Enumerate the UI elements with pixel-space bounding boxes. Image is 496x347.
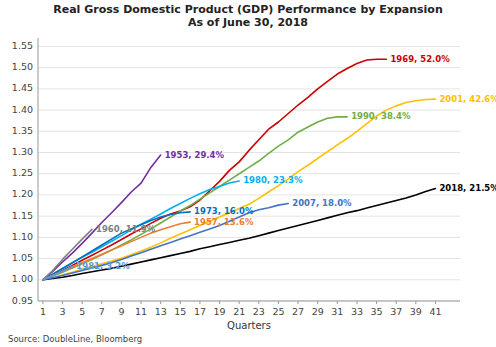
y-tick-label: 0.95: [12, 295, 33, 306]
y-tick-label: 1.40: [12, 104, 33, 115]
series-line: [43, 181, 239, 280]
title-line: Real Gross Domestic Product (GDP) Perfor…: [53, 3, 442, 16]
y-axis-line: [38, 38, 39, 301]
x-tick-label: 5: [79, 306, 85, 317]
y-tick-label: 1.30: [12, 146, 33, 157]
x-axis-label: Quarters: [227, 320, 271, 331]
series-line: [43, 203, 288, 279]
grid-line: [38, 88, 460, 89]
lines: [43, 59, 436, 280]
y-tick-label: 1.55: [12, 40, 33, 51]
grid-line: [38, 46, 460, 47]
end-labels: 1969, 52.0% 2001, 42.6% 1990, 38.4% 1953, 2…: [76, 54, 496, 271]
x-tick-label: 35: [371, 306, 383, 317]
y-tick-label: 1.15: [12, 210, 33, 221]
series-line: [43, 266, 72, 280]
chart: 0.95 1.00 1.05 1.10 1.15 1.20 1.25 1.30 1.35 1.40…: [0, 0, 496, 347]
series-line: [43, 222, 190, 280]
y-tick-label: 1.35: [12, 125, 33, 136]
x-axis-line: [38, 301, 460, 302]
x-tick-label: 17: [194, 306, 206, 317]
x-tick-label: 13: [155, 306, 167, 317]
y-tick-label: 1.00: [12, 273, 33, 284]
end-label: 1973, 16.0%: [194, 206, 254, 216]
x-tick-label: 29: [312, 306, 324, 317]
grid-line: [38, 152, 460, 153]
end-label: 1957, 13.6%: [194, 217, 254, 227]
x-tick-label: 33: [351, 306, 363, 317]
x-tick-label: 11: [135, 306, 147, 317]
y-tick-label: 1.20: [12, 188, 33, 199]
series-line: [43, 212, 190, 280]
end-label: 1980, 23.3%: [243, 175, 303, 185]
x-tick-label: 39: [410, 306, 422, 317]
end-label: 1969, 52.0%: [390, 54, 450, 64]
grid-line: [38, 131, 460, 132]
end-label: 2018, 21.5%: [439, 183, 496, 193]
y-tick-label: 1.45: [12, 82, 33, 93]
grid-line: [38, 301, 460, 302]
grid-line: [38, 173, 460, 174]
y-tick-label: 1.50: [12, 61, 33, 72]
end-label: 1981, 3.2%: [76, 261, 130, 271]
title: Real Gross Domestic Product (GDP) Perfor…: [53, 3, 442, 29]
x-tick-label: 15: [174, 306, 186, 317]
x-tick-label: 31: [331, 306, 343, 317]
x-tick-label: 1: [40, 306, 46, 317]
grid-line: [38, 67, 460, 68]
x-tick-label: 37: [390, 306, 402, 317]
end-label: 2001, 42.6%: [439, 94, 496, 104]
x-tick-label: 21: [233, 306, 245, 317]
x-tick-label: 7: [99, 306, 105, 317]
series-line: [43, 59, 386, 280]
x-tick-label: 3: [60, 306, 66, 317]
end-label: 2007, 18.0%: [292, 198, 352, 208]
series-line: [43, 189, 436, 280]
y-tick-label: 1.25: [12, 167, 33, 178]
x-tick-label: 23: [253, 306, 265, 317]
x-tick-label: 27: [292, 306, 304, 317]
x-tick-label: 41: [429, 306, 441, 317]
end-label: 1960, 11.9%: [96, 224, 156, 234]
grid-line: [38, 194, 460, 195]
source: Source: DoubleLine, Bloomberg: [8, 334, 142, 344]
end-label: 1990, 38.4%: [351, 111, 411, 121]
x-tick-label: 9: [118, 306, 124, 317]
end-label: 1953, 29.4%: [165, 150, 225, 160]
grid-line: [38, 258, 460, 259]
series-line: [43, 229, 92, 279]
y-tick-label: 1.10: [12, 231, 33, 242]
series-line: [43, 99, 436, 280]
x-tick-label: 25: [272, 306, 284, 317]
grid-line: [38, 279, 460, 280]
grid: [38, 46, 460, 301]
x-tick-label: 19: [214, 306, 226, 317]
y-tick-label: 1.05: [12, 252, 33, 263]
title-line: As of June 30, 2018: [188, 16, 308, 29]
